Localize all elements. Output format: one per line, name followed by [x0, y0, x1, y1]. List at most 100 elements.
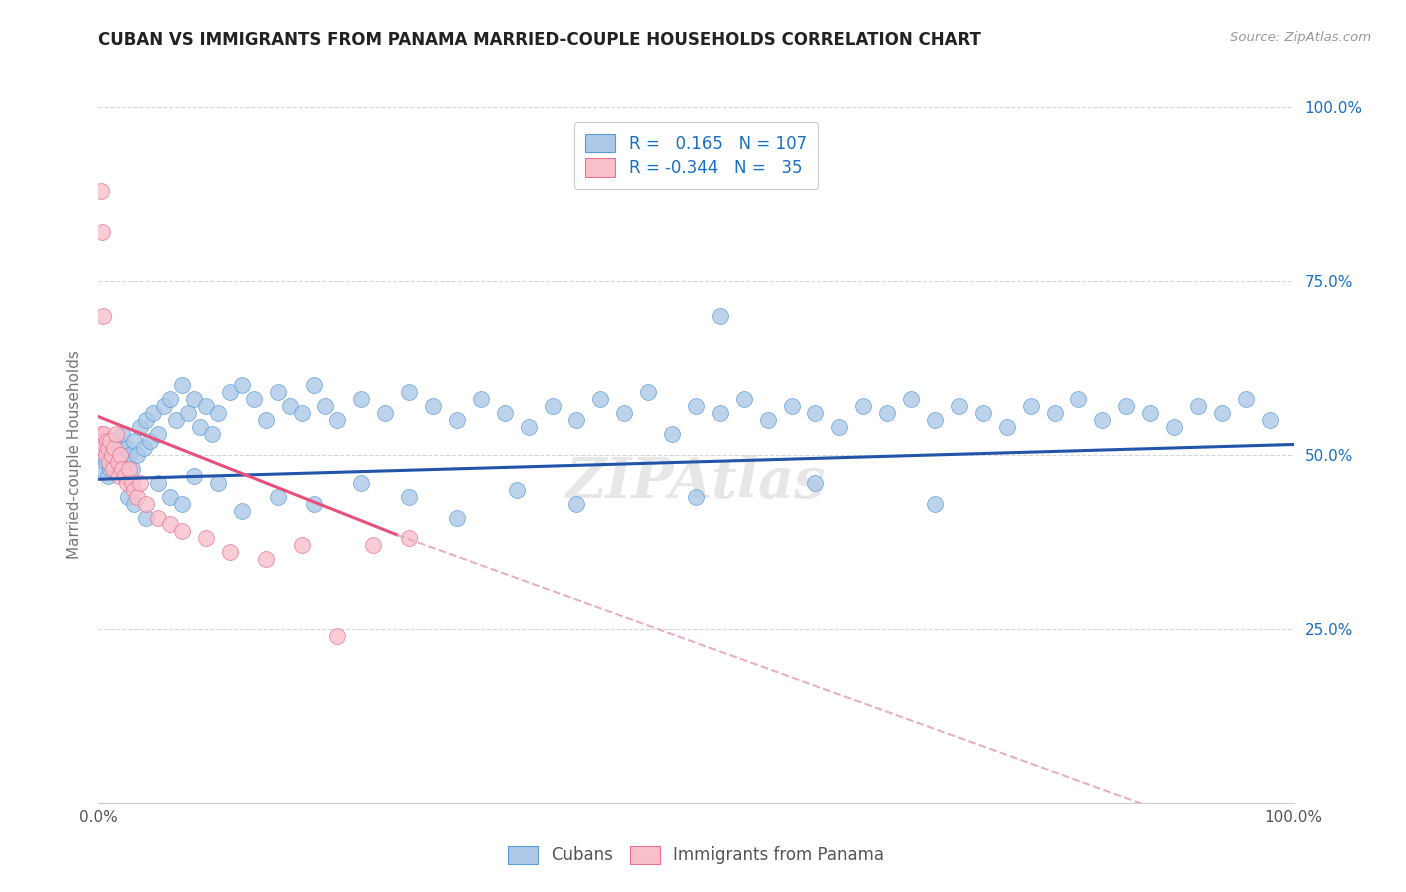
Point — [115, 475, 138, 490]
Point — [110, 448, 132, 462]
Point — [446, 413, 468, 427]
Point — [129, 475, 152, 490]
Point — [565, 497, 588, 511]
Point — [470, 392, 492, 407]
Point — [91, 225, 114, 239]
Point — [350, 392, 373, 407]
Point — [852, 399, 875, 413]
Point — [804, 406, 827, 420]
Point — [267, 385, 290, 400]
Point — [104, 448, 127, 462]
Point — [613, 406, 636, 420]
Point — [91, 462, 114, 476]
Point — [995, 420, 1018, 434]
Point — [661, 427, 683, 442]
Point — [96, 434, 118, 448]
Point — [108, 441, 131, 455]
Point — [231, 378, 253, 392]
Point — [103, 441, 125, 455]
Point — [105, 462, 128, 476]
Point — [685, 399, 707, 413]
Point — [125, 448, 148, 462]
Point — [135, 413, 157, 427]
Point — [172, 497, 194, 511]
Point — [972, 406, 994, 420]
Point — [91, 441, 114, 455]
Point — [125, 490, 148, 504]
Point — [565, 413, 588, 427]
Point — [135, 510, 157, 524]
Point — [1258, 413, 1281, 427]
Point — [114, 455, 136, 469]
Point — [254, 552, 277, 566]
Point — [90, 427, 112, 442]
Point — [315, 399, 337, 413]
Point — [876, 406, 898, 420]
Point — [91, 434, 114, 448]
Point — [278, 399, 301, 413]
Point — [159, 392, 181, 407]
Point — [105, 427, 128, 442]
Point — [103, 441, 125, 455]
Point — [98, 462, 122, 476]
Point — [139, 434, 162, 448]
Point — [117, 490, 139, 504]
Y-axis label: Married-couple Households: Married-couple Households — [67, 351, 83, 559]
Point — [101, 455, 124, 469]
Point — [363, 538, 385, 552]
Point — [172, 524, 194, 539]
Point — [1115, 399, 1137, 413]
Point — [148, 510, 170, 524]
Point — [201, 427, 224, 442]
Point — [114, 468, 136, 483]
Point — [948, 399, 970, 413]
Point — [326, 413, 349, 427]
Point — [756, 413, 779, 427]
Point — [291, 406, 314, 420]
Point — [446, 510, 468, 524]
Point — [188, 420, 211, 434]
Point — [709, 309, 731, 323]
Point — [254, 413, 277, 427]
Point — [1211, 406, 1233, 420]
Point — [494, 406, 516, 420]
Point — [107, 434, 129, 448]
Point — [219, 385, 242, 400]
Point — [302, 497, 325, 511]
Point — [94, 448, 117, 462]
Point — [183, 392, 205, 407]
Point — [148, 475, 170, 490]
Point — [517, 420, 540, 434]
Point — [1043, 406, 1066, 420]
Point — [207, 475, 229, 490]
Point — [1019, 399, 1042, 413]
Point — [291, 538, 314, 552]
Point — [1139, 406, 1161, 420]
Legend: Cubans, Immigrants from Panama: Cubans, Immigrants from Panama — [501, 839, 891, 871]
Point — [132, 441, 155, 455]
Point — [98, 448, 121, 462]
Text: CUBAN VS IMMIGRANTS FROM PANAMA MARRIED-COUPLE HOUSEHOLDS CORRELATION CHART: CUBAN VS IMMIGRANTS FROM PANAMA MARRIED-… — [98, 31, 981, 49]
Point — [100, 434, 122, 448]
Point — [637, 385, 659, 400]
Point — [93, 448, 115, 462]
Point — [1163, 420, 1185, 434]
Point — [243, 392, 266, 407]
Point — [165, 413, 187, 427]
Point — [541, 399, 564, 413]
Point — [121, 462, 143, 476]
Point — [148, 427, 170, 442]
Point — [111, 462, 134, 476]
Point — [194, 399, 218, 413]
Point — [326, 629, 349, 643]
Point — [121, 475, 143, 490]
Point — [374, 406, 396, 420]
Point — [900, 392, 922, 407]
Point — [924, 413, 946, 427]
Point — [183, 468, 205, 483]
Point — [780, 399, 803, 413]
Point — [107, 455, 129, 469]
Point — [115, 441, 138, 455]
Point — [124, 497, 146, 511]
Point — [101, 462, 124, 476]
